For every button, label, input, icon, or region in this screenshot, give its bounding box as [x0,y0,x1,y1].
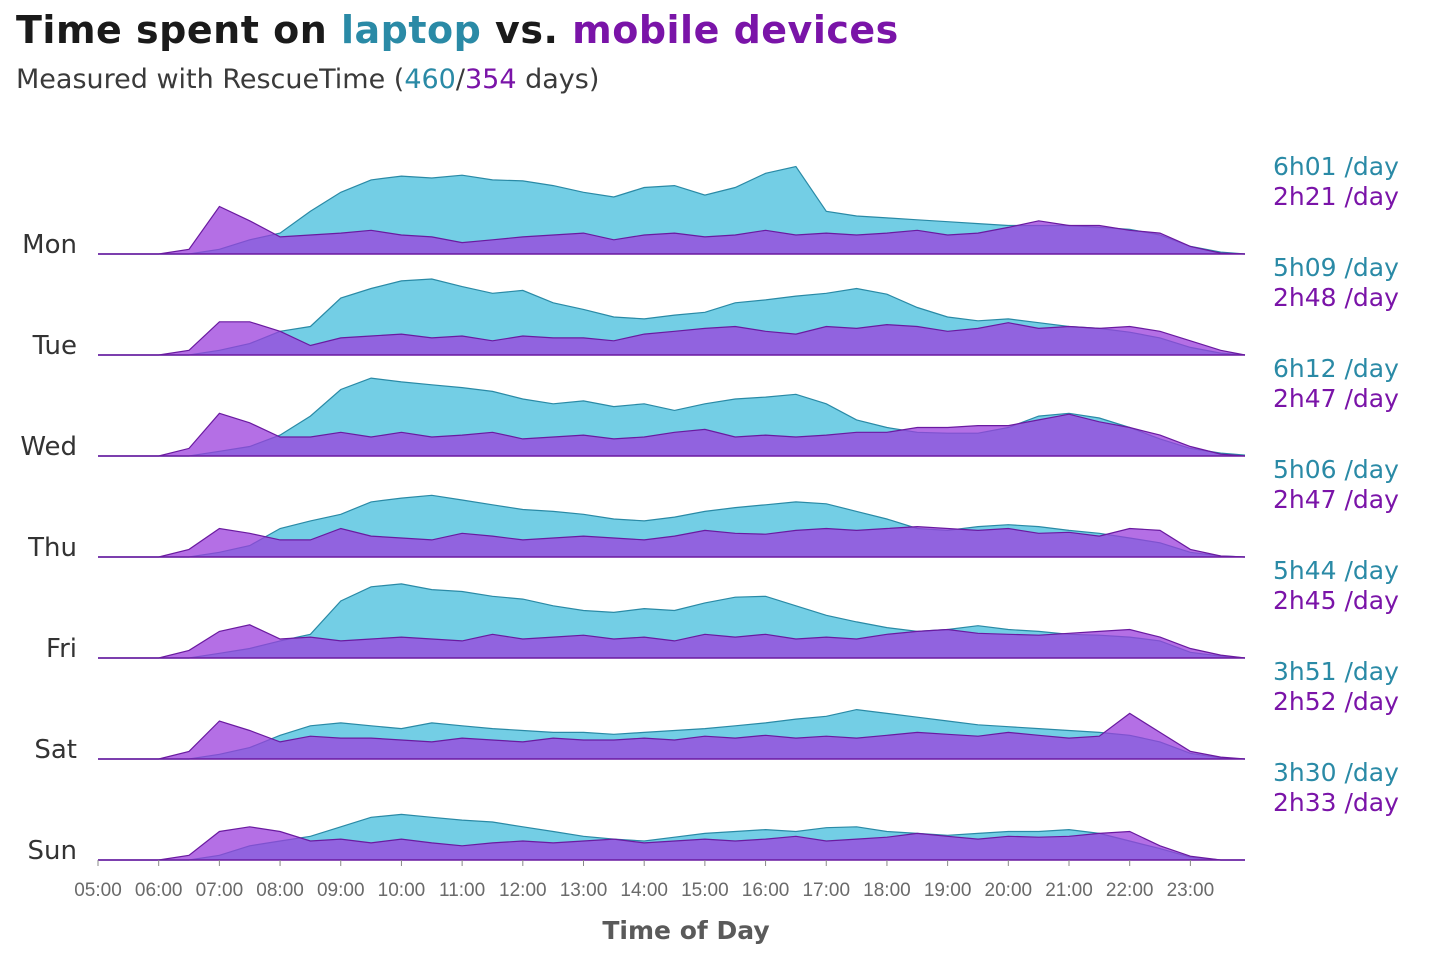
x-axis: 05:00 06:00 07:00 08:00 09:00 10:00 11:00 12:00… [74,860,1214,945]
day-label: Sat [34,735,77,765]
mobile-area [98,826,1245,860]
mobile-line [98,712,1246,760]
x-tick-label: 20:00 [985,880,1033,901]
x-tick-label: 22:00 [1106,880,1154,901]
laptop-rate-label: 5h44 /day [1273,556,1399,585]
x-tick-label: 09:00 [317,880,365,901]
subtitle-mobile-days: 354 [464,64,517,95]
mobile-line [98,412,1246,457]
mobile-line [98,826,1245,861]
x-axis-title: Time of Day [602,916,769,945]
chart-subtitle: Measured with RescueTime (460/354 days) [16,64,599,95]
x-tick-label: 11:00 [439,880,485,901]
x-tick-label: 15:00 [681,880,729,901]
day-label: Fri [46,634,77,664]
day-label: Mon [22,230,77,260]
mobile-rate-label: 2h33 /day [1273,788,1399,817]
mobile-line [98,321,1246,356]
x-tick-label: 18:00 [863,880,911,901]
laptop-line [98,278,1246,356]
title-part2: vs. [481,8,573,52]
x-tick-label: 07:00 [196,880,244,901]
subtitle-suffix: days) [516,64,600,95]
mobile-rate-label: 2h52 /day [1273,687,1399,716]
x-tick-label: 05:00 [74,880,122,901]
title-mobile: mobile devices [572,8,899,52]
x-tick-label: 14:00 [620,880,668,901]
day-label: Wed [20,432,77,462]
x-tick-label: 10:00 [378,880,426,901]
x-tick-label: 16:00 [742,880,790,901]
laptop-rate-label: 6h01 /day [1273,152,1399,181]
mobile-line [98,525,1246,558]
mobile-rate-label: 2h48 /day [1273,283,1399,312]
laptop-line [98,494,1246,558]
x-tick-label: 19:00 [924,880,972,901]
mobile-rate-label: 2h21 /day [1273,182,1399,211]
title-laptop: laptop [340,8,482,52]
laptop-line [98,377,1246,457]
title-part1: Time spent on [16,8,341,52]
mobile-line [98,624,1246,659]
x-tick-label: 12:00 [499,880,547,901]
x-tick-label: 08:00 [256,880,304,901]
day-label: Sun [28,836,77,866]
day-label: Thu [27,533,77,563]
subtitle-prefix: Measured with RescueTime ( [16,64,405,95]
laptop-rate-label: 5h06 /day [1273,455,1399,484]
laptop-rate-label: 3h30 /day [1273,758,1399,787]
x-tick-label: 23:00 [1167,880,1215,901]
laptop-rate-label: 6h12 /day [1273,354,1399,383]
mobile-area [98,321,1245,355]
mobile-area [98,624,1245,658]
x-tick-label: 13:00 [560,880,608,901]
mobile-area [98,413,1245,456]
mobile-line [98,205,1246,255]
laptop-rate-label: 3h51 /day [1273,657,1399,686]
chart-title: Time spent on laptop vs. mobile devices [16,8,899,52]
x-tick-label: 21:00 [1045,880,1093,901]
x-tick-label: 17:00 [802,880,850,901]
mobile-area [98,526,1245,557]
laptop-rate-label: 5h09 /day [1273,253,1399,282]
mobile-rate-label: 2h47 /day [1273,384,1399,413]
subtitle-sep: / [455,64,465,95]
mobile-rate-label: 2h45 /day [1273,586,1399,615]
mobile-rate-label: 2h47 /day [1273,485,1399,514]
x-tick-label: 06:00 [135,880,183,901]
day-label: Tue [32,331,77,361]
mobile-area [98,206,1245,254]
mobile-area [98,713,1245,759]
laptop-line [98,708,1246,760]
subtitle-laptop-days: 460 [404,64,456,95]
